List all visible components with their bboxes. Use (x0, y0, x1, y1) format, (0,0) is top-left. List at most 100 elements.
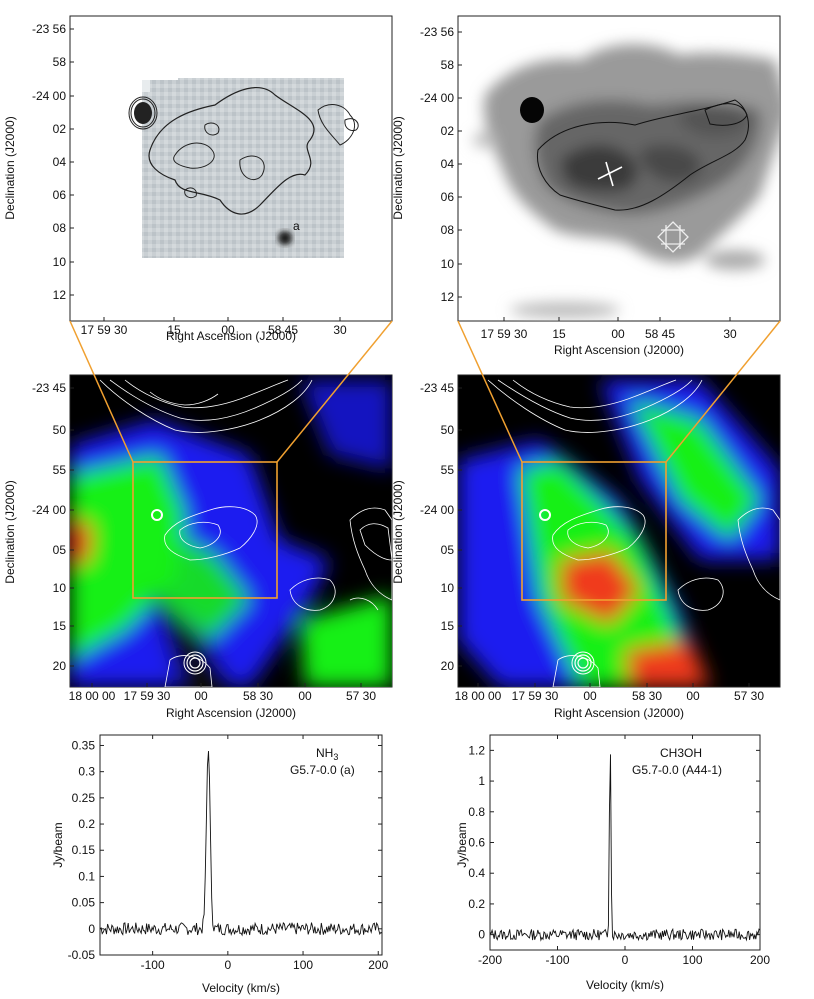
source-a-blob (278, 231, 292, 245)
spectrum-nh3: -100 0 100 200 -0.05 0 0.05 0.1 0.15 0.2 0.25 0.3 0.… (51, 734, 389, 995)
xlabel-spectrum-nh3: Velocity (km/s) (202, 981, 280, 995)
y-tick-label: 0.35 (72, 738, 96, 752)
zoom-line-right-b (665, 320, 781, 463)
xlabel-top-right: Right Ascension (J2000) (554, 343, 684, 357)
ylabel-middle-right: Declination (J2000) (391, 480, 405, 583)
y-tick-label: 1.2 (468, 743, 485, 757)
y-tick-label: 0.05 (72, 896, 96, 910)
y-tick-label: 50 (441, 423, 455, 437)
y-tick-label: 0 (478, 928, 485, 942)
beam-marker (520, 97, 544, 123)
x-tick-label: 00 (221, 323, 235, 337)
x-tick-label: 0 (622, 953, 629, 967)
x-tick-label: 17 59 30 (481, 327, 528, 341)
y-tick-label: 10 (441, 581, 455, 595)
y-tick-label: -24 00 (420, 503, 454, 517)
x-tick-label: 00 (298, 689, 312, 703)
zoom-box (521, 461, 667, 601)
source-label-nh3: G5.7-0.0 (a) (290, 763, 355, 777)
x-tick-label: -100 (141, 958, 165, 972)
source-label-ch3oh: G5.7-0.0 (A44-1) (632, 763, 722, 777)
y-tick-label: 55 (53, 463, 67, 477)
y-tick-label: 0.4 (468, 866, 485, 880)
contour-outer (148, 86, 315, 215)
x-tick-label: 0 (224, 958, 231, 972)
spectrum-line (99, 750, 383, 937)
diamond-marker (657, 221, 689, 253)
y-tick-label: 0.2 (78, 817, 95, 831)
spectrum-ch3oh: -200 -100 0 100 200 0 0.2 0.4 0.6 0.8 1 1.2 CH3OH G… (455, 734, 770, 992)
panel-top-right: 17 59 30 15 00 58 45 30 -23 56 58 -24 00 02 04 06 0… (391, 15, 781, 357)
zoom-line-left-a (69, 320, 134, 463)
y-tick-label: 0.1 (78, 869, 95, 883)
x-tick-label: 00 (611, 327, 625, 341)
spectrum-nh3-plot: -100 0 100 200 -0.05 0 0.05 0.1 0.15 0.2 0.25 0.3 0.… (68, 735, 389, 972)
y-tick-label: 08 (441, 223, 455, 237)
x-tick-label: 100 (293, 958, 313, 972)
panel-middle-left: 18 00 00 17 59 30 00 58 30 00 57 30 -23 45 50 55… (3, 374, 393, 720)
y-tick-label: 06 (53, 188, 67, 202)
y-tick-label: -0.05 (68, 948, 96, 962)
x-tick-label: 200 (750, 953, 770, 967)
zoom-box (132, 461, 278, 599)
y-tick-label: 0 (88, 922, 95, 936)
panel-middle-right: 18 00 00 17 59 30 00 58 30 00 57 30 -23 45 50 55… (391, 374, 781, 720)
y-tick-label: 20 (441, 659, 455, 673)
x-tick-label: 57 30 (346, 689, 376, 703)
x-tick-label: 17 59 30 (81, 323, 128, 337)
beam-marker (151, 509, 163, 521)
axis-ticks-middle-right: 18 00 00 17 59 30 00 58 30 00 57 30 -23 45 50 55… (420, 381, 764, 703)
y-tick-label: 05 (53, 543, 67, 557)
y-tick-label: -23 56 (32, 22, 66, 36)
zoom-connectors (69, 320, 781, 463)
y-tick-label: 0.25 (72, 791, 96, 805)
y-tick-label: 58 (441, 58, 455, 72)
x-tick-label: 18 00 00 (69, 689, 116, 703)
x-tick-label: 58 45 (645, 327, 675, 341)
y-tick-label: -24 00 (420, 91, 454, 105)
zoom-line-right-a (457, 320, 523, 463)
y-tick-label: 10 (441, 257, 455, 271)
zoom-line-left-b (276, 320, 393, 463)
y-tick-label: 15 (441, 619, 455, 633)
x-tick-label: -100 (545, 953, 569, 967)
xlabel-top-left: Right Ascension (J2000) (166, 329, 296, 343)
y-tick-label: 0.2 (468, 897, 485, 911)
x-tick-label: 17 59 30 (512, 689, 559, 703)
y-tick-label: 10 (53, 255, 67, 269)
spectrum-line (489, 754, 761, 942)
molecule-formula: NH (316, 746, 333, 760)
ch3oh-map-image (473, 44, 780, 318)
y-tick-label: 04 (441, 157, 455, 171)
y-tick-label: 0.15 (72, 843, 96, 857)
y-tick-label: 06 (441, 190, 455, 204)
axis-ticks-middle-left: 18 00 00 17 59 30 00 58 30 00 57 30 -23 45 50 55… (32, 381, 376, 703)
x-tick-label: 58 30 (632, 689, 662, 703)
xlabel-spectrum-ch3oh: Velocity (km/s) (586, 978, 664, 992)
y-tick-label: 15 (53, 619, 67, 633)
y-tick-label: 0.8 (468, 805, 485, 819)
y-tick-label: 20 (53, 659, 67, 673)
ylabel-top-left: Declination (J2000) (3, 116, 17, 219)
x-tick-label: 100 (682, 953, 702, 967)
y-tick-label: 55 (441, 463, 455, 477)
x-tick-label: 15 (167, 323, 181, 337)
x-tick-label: 30 (333, 323, 347, 337)
x-tick-label: 15 (552, 327, 566, 341)
molecule-label-ch3oh: CH3OH (660, 746, 702, 760)
y-tick-label: 10 (53, 581, 67, 595)
x-tick-label: 58 30 (243, 689, 273, 703)
y-tick-label: -24 00 (32, 503, 66, 517)
ylabel-middle-left: Declination (J2000) (3, 480, 17, 583)
x-tick-label: 18 00 00 (455, 689, 502, 703)
color-composite-map (458, 380, 780, 687)
y-tick-label: -24 00 (32, 89, 66, 103)
spectrum-ch3oh-plot: -200 -100 0 100 200 0 0.2 0.4 0.6 0.8 1 1.2 (468, 735, 770, 967)
x-tick-label: -200 (478, 953, 502, 967)
y-tick-label: 02 (53, 122, 67, 136)
axis-ticks-top-right: 17 59 30 15 00 58 45 30 -23 56 58 -24 00 02 04 06 0… (420, 25, 737, 341)
panel-top-left: a 17 59 30 15 00 58 45 30 -23 56 58 -24 00 02 04 0… (3, 15, 393, 343)
y-tick-label: 50 (53, 423, 67, 437)
y-tick-label: 05 (441, 543, 455, 557)
